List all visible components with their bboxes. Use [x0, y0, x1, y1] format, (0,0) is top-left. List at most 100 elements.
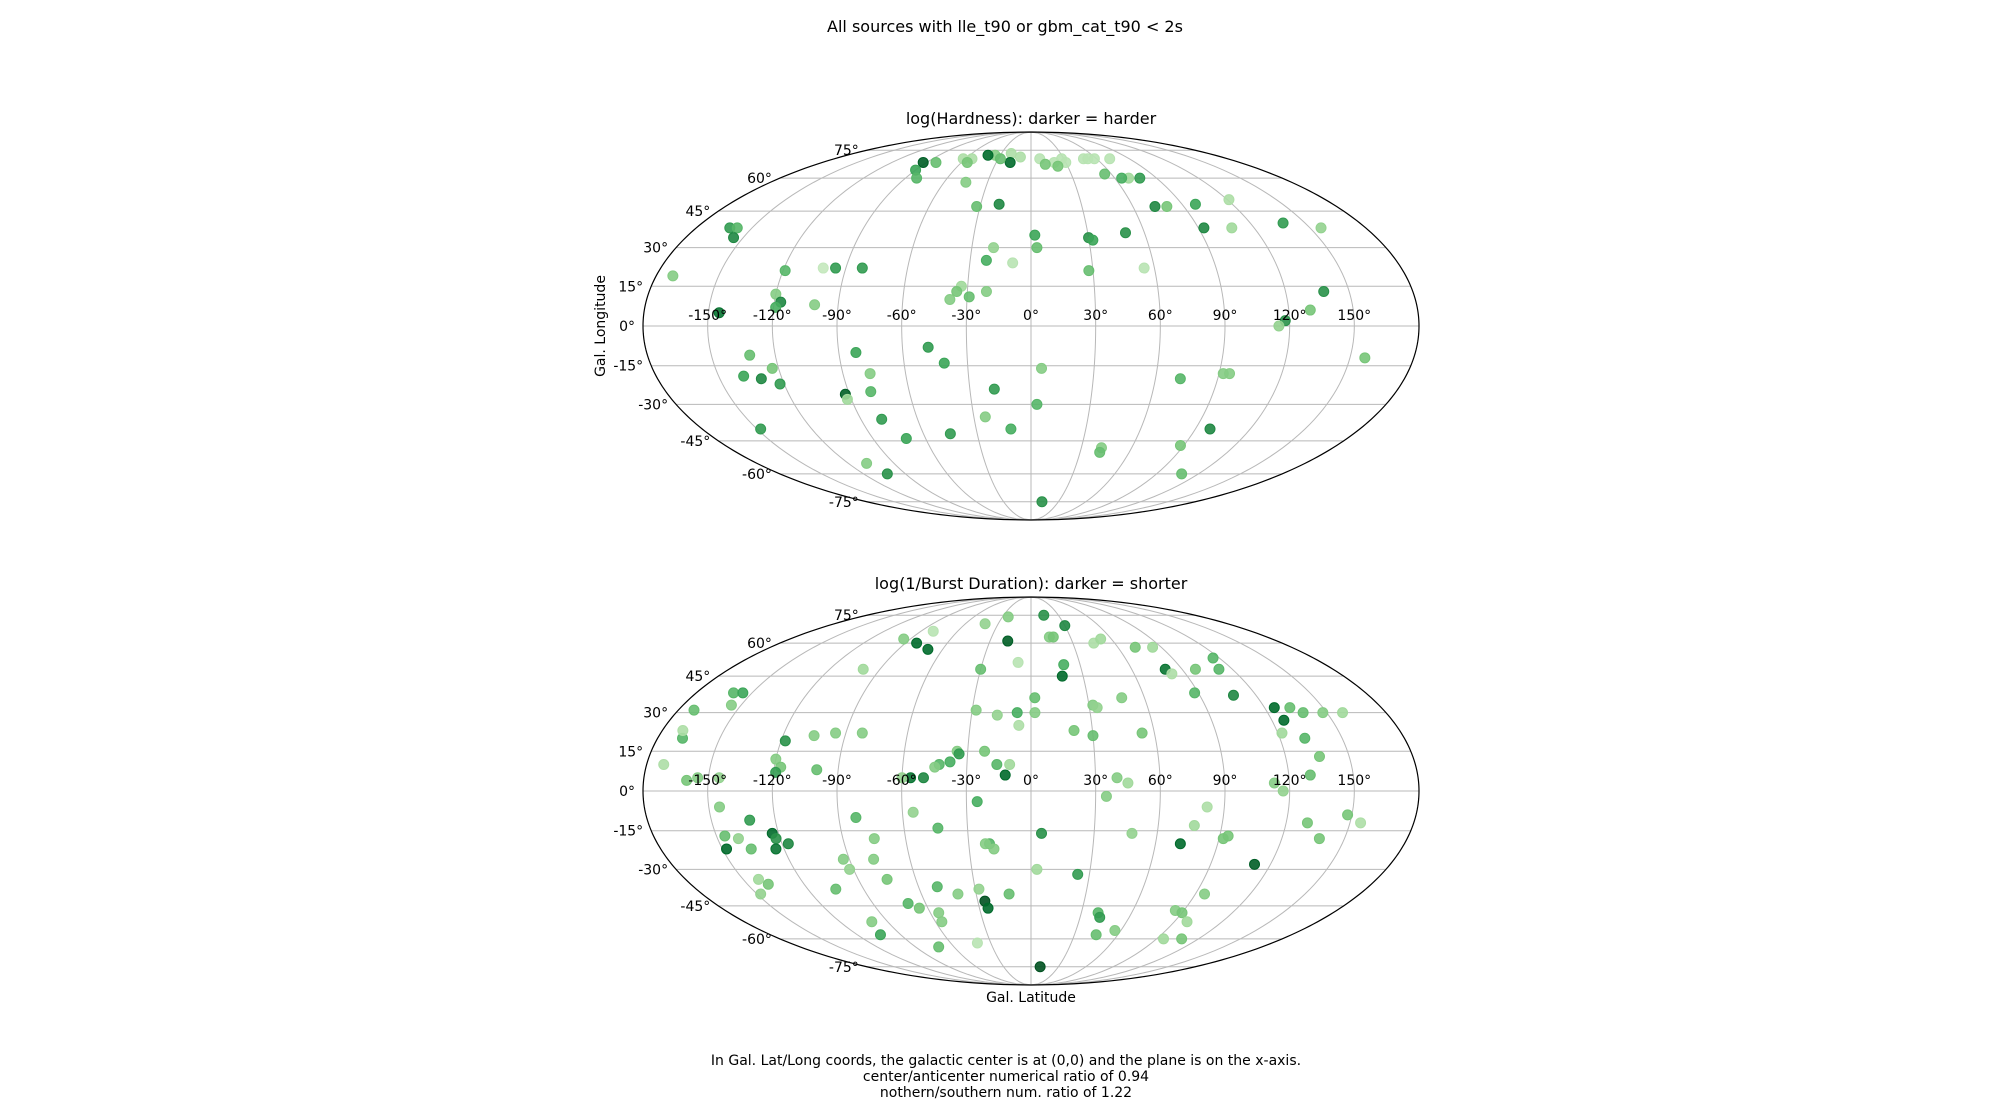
source-point	[850, 347, 862, 359]
source-point	[979, 838, 991, 850]
source-point	[1031, 863, 1043, 875]
source-point	[830, 727, 842, 739]
source-point	[1315, 222, 1327, 234]
x-tick-label: -30°	[951, 773, 981, 789]
source-point	[779, 735, 791, 747]
source-point	[1095, 633, 1107, 645]
duration-map-outline	[642, 596, 1420, 986]
source-point	[1034, 961, 1046, 973]
y-tick-label: 0°	[619, 319, 635, 335]
x-tick-label: -30°	[951, 308, 981, 324]
source-point	[1038, 609, 1050, 621]
source-point	[1029, 229, 1041, 241]
figure-suptitle: All sources with lle_t90 or gbm_cat_t90 …	[827, 17, 1183, 37]
source-point	[944, 293, 956, 305]
source-point	[857, 663, 869, 675]
source-point	[1176, 907, 1188, 919]
source-point	[991, 758, 1003, 770]
source-point	[841, 393, 853, 405]
source-point	[782, 838, 794, 850]
source-point	[951, 286, 963, 298]
source-point	[1116, 172, 1128, 184]
source-point	[844, 863, 856, 875]
source-point	[1166, 668, 1178, 680]
source-point	[692, 772, 704, 784]
source-point	[719, 830, 731, 842]
source-point	[1222, 830, 1234, 842]
source-point	[1013, 719, 1025, 731]
source-point	[1087, 730, 1099, 742]
source-point	[1198, 222, 1210, 234]
source-point	[1273, 320, 1285, 332]
source-point	[1176, 933, 1188, 945]
source-point	[1199, 888, 1211, 900]
source-point	[1094, 446, 1106, 458]
source-point	[1213, 663, 1225, 675]
source-point	[1277, 785, 1289, 797]
source-point	[1072, 868, 1084, 880]
source-point	[1134, 172, 1146, 184]
source-point	[929, 761, 941, 773]
source-point	[1111, 772, 1123, 784]
source-point	[1313, 751, 1325, 763]
duration-map-xlabel: Gal. Latitude	[986, 990, 1076, 1006]
hardness-map-points	[667, 148, 1371, 508]
source-point	[911, 637, 923, 649]
source-point	[1005, 423, 1017, 435]
source-point	[874, 929, 886, 941]
source-point	[988, 843, 1000, 855]
duration-map-grid	[643, 596, 1419, 986]
source-point	[1007, 257, 1019, 269]
x-tick-label: 30°	[1083, 773, 1108, 789]
source-point	[714, 801, 725, 813]
source-point	[1227, 689, 1239, 701]
footer-line-2: center/anticenter numerical ratio of 0.9…	[863, 1069, 1149, 1085]
source-point	[1149, 201, 1161, 213]
source-point	[861, 457, 873, 469]
x-tick-label: -150°	[688, 773, 727, 789]
source-point	[868, 853, 880, 865]
source-point	[738, 370, 750, 382]
source-point	[1031, 398, 1043, 410]
source-point	[1100, 790, 1112, 802]
source-point	[1317, 707, 1329, 719]
y-tick-label: -60°	[742, 467, 772, 483]
x-tick-label: 90°	[1213, 308, 1238, 324]
source-point	[1083, 265, 1095, 277]
source-point	[728, 687, 740, 699]
x-tick-label: -90°	[822, 773, 852, 789]
source-point	[1181, 916, 1193, 928]
y-tick-label: 15°	[618, 744, 643, 760]
source-point	[881, 873, 893, 885]
duration-map-xtick-labels: -150° -120° -90° -60° -30° 0° 30° 60° 90° 120° 150…	[688, 773, 1371, 789]
source-point	[1031, 242, 1043, 254]
source-point	[830, 262, 842, 274]
source-point	[1207, 652, 1219, 664]
source-point	[1268, 777, 1280, 789]
y-tick-label: -75°	[829, 960, 859, 976]
source-point	[681, 774, 693, 786]
source-point	[713, 772, 725, 784]
x-tick-label: -60°	[887, 773, 917, 789]
source-point	[770, 766, 782, 778]
source-point	[982, 902, 994, 914]
source-point	[731, 222, 743, 234]
source-point	[1058, 659, 1070, 671]
source-point	[770, 288, 782, 300]
source-point	[913, 902, 925, 914]
source-point	[856, 262, 868, 274]
source-point	[1284, 702, 1296, 714]
duration-map-title: log(1/Burst Duration): darker = shorter	[875, 574, 1188, 593]
source-point	[1120, 227, 1131, 239]
source-point	[677, 724, 689, 736]
source-point	[1304, 769, 1316, 781]
source-point	[979, 745, 991, 757]
source-point	[1087, 234, 1099, 246]
duration-map-points	[658, 609, 1367, 973]
source-point	[1174, 439, 1186, 451]
x-tick-label: -90°	[822, 308, 852, 324]
source-point	[936, 916, 948, 928]
source-point	[1342, 809, 1354, 821]
y-tick-label: -75°	[829, 495, 859, 511]
